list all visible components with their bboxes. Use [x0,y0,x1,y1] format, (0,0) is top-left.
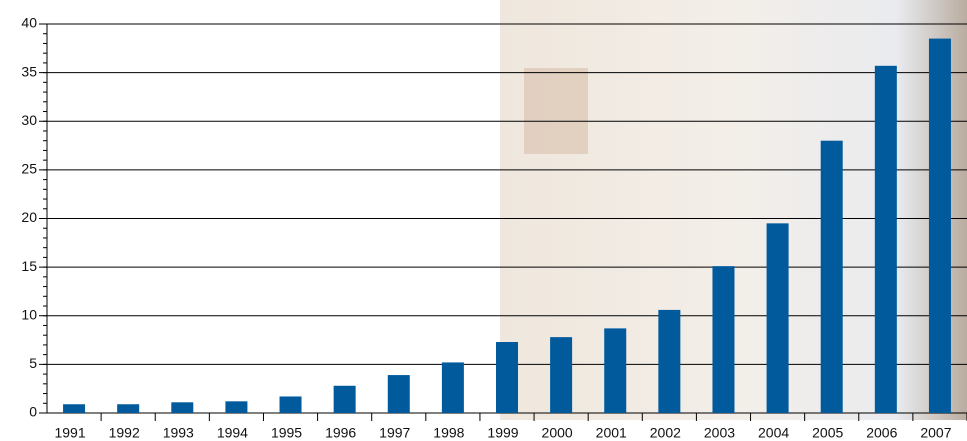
y-tick-label: 40 [21,15,37,31]
x-tick-label: 1991 [54,425,85,441]
bar [820,140,843,413]
y-tick-label: 15 [21,258,37,274]
bar [496,342,518,413]
bar [874,65,897,413]
bar [712,266,735,413]
x-tick-label: 1992 [109,425,140,441]
y-tick-label: 30 [21,112,37,128]
x-tick-label: 1997 [379,425,410,441]
bar [225,401,248,413]
bar [171,402,194,413]
x-tick-label: 2001 [596,425,627,441]
x-tick-label: 1994 [217,425,248,441]
y-tick-label: 35 [21,63,37,79]
x-tick-label: 2000 [542,425,573,441]
x-tick-label: 2007 [920,425,951,441]
x-tick-label: 1999 [487,425,518,441]
x-tick-label: 1993 [163,425,194,441]
bar [387,375,410,413]
bar [63,404,86,413]
x-tick-label: 2005 [812,425,843,441]
x-tick-label: 2004 [758,425,789,441]
y-tick-label: 5 [29,355,37,371]
y-tick-label: 25 [21,161,37,177]
photo-detail [524,68,588,154]
bar [766,223,789,413]
y-tick-label: 20 [21,209,37,225]
y-tick-label: 10 [21,306,37,322]
bar [333,385,356,413]
bar [928,38,951,414]
x-tick-label: 1996 [325,425,356,441]
bar [550,337,573,413]
bar [441,362,464,413]
x-tick-label: 1998 [433,425,464,441]
bar [604,328,627,413]
x-tick-label: 2002 [650,425,681,441]
y-tick-label: 0 [29,404,37,420]
x-tick-label: 1995 [271,425,302,441]
bar [117,404,140,413]
bar [279,396,302,413]
x-tick-label: 2006 [866,425,897,441]
x-tick-label: 2003 [704,425,735,441]
bar [658,309,681,413]
